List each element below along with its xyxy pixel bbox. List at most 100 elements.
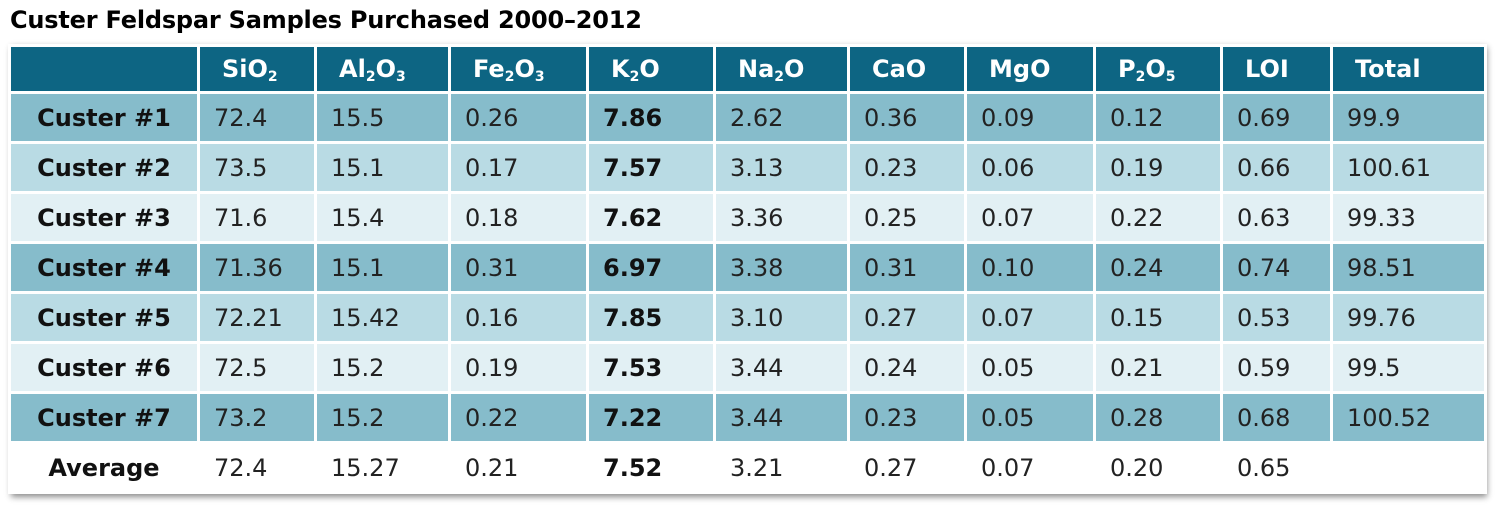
table-cell: 7.86 — [586, 91, 716, 144]
header-text: Na — [738, 55, 775, 83]
column-header: SiO2 — [197, 44, 317, 94]
table-cell: 0.25 — [847, 191, 967, 244]
table-cell: 99.76 — [1330, 291, 1487, 344]
header-subscript: 2 — [1135, 69, 1146, 85]
table-cell: 15.27 — [314, 441, 451, 494]
table-cell: 0.09 — [964, 91, 1096, 144]
header-corner-cell — [8, 44, 200, 94]
table-cell: 0.21 — [448, 441, 589, 494]
table-cell: 99.33 — [1330, 191, 1487, 244]
table-row: Custer #2 73.5 15.1 0.17 7.57 3.13 0.23 0.06 0.1… — [8, 141, 1487, 194]
table-cell: 15.2 — [314, 391, 451, 444]
column-header: Total — [1330, 44, 1487, 94]
table-cell: 0.17 — [448, 141, 589, 194]
table-cell: 3.44 — [713, 391, 850, 444]
average-row: Average 72.4 15.27 0.21 7.52 3.21 0.27 0.07 0.20… — [8, 441, 1487, 494]
table-cell: 0.65 — [1220, 441, 1333, 494]
table-cell: 3.21 — [713, 441, 850, 494]
table-cell: 6.97 — [586, 241, 716, 294]
table-cell: 98.51 — [1330, 241, 1487, 294]
table-cell: 71.6 — [197, 191, 317, 244]
column-header: Na2O — [713, 44, 850, 94]
table-cell: 3.10 — [713, 291, 850, 344]
column-header: P2O5 — [1093, 44, 1223, 94]
row-label: Custer #6 — [8, 341, 200, 394]
row-label: Custer #2 — [8, 141, 200, 194]
header-text: O — [784, 55, 805, 83]
row-label: Custer #3 — [8, 191, 200, 244]
header-subscript: 2 — [774, 69, 785, 85]
column-header: K2O — [586, 44, 716, 94]
table-cell: 0.24 — [1093, 241, 1223, 294]
table-cell: 99.5 — [1330, 341, 1487, 394]
header-text: MgO — [989, 55, 1051, 83]
table-cell — [1330, 441, 1487, 494]
table-cell: 0.53 — [1220, 291, 1333, 344]
table-cell: 0.07 — [964, 441, 1096, 494]
header-subscript: 2 — [267, 69, 278, 85]
header-subscript: 3 — [395, 69, 406, 85]
table-cell: 72.21 — [197, 291, 317, 344]
table-title: Custer Feldspar Samples Purchased 2000–2… — [10, 6, 642, 34]
table-cell: 0.10 — [964, 241, 1096, 294]
table-cell: 15.1 — [314, 241, 451, 294]
header-subscript: 5 — [1165, 69, 1176, 85]
table-cell: 0.12 — [1093, 91, 1223, 144]
table-cell: 0.19 — [448, 341, 589, 394]
table-cell: 0.63 — [1220, 191, 1333, 244]
table-row: Custer #4 71.36 15.1 0.31 6.97 3.38 0.31 0.10 0.… — [8, 241, 1487, 294]
table-cell: 0.69 — [1220, 91, 1333, 144]
table-cell: 3.13 — [713, 141, 850, 194]
column-header: CaO — [847, 44, 967, 94]
table-row: Custer #3 71.6 15.4 0.18 7.62 3.36 0.25 0.07 0.2… — [8, 191, 1487, 244]
table-cell: 0.23 — [847, 141, 967, 194]
table-cell: 7.22 — [586, 391, 716, 444]
table-cell: 15.1 — [314, 141, 451, 194]
table-cell: 0.59 — [1220, 341, 1333, 394]
table-cell: 15.4 — [314, 191, 451, 244]
table-cell: 0.27 — [847, 441, 967, 494]
table-cell: 0.21 — [1093, 341, 1223, 394]
header-text: O — [514, 55, 535, 83]
column-header: Al2O3 — [314, 44, 451, 94]
table-cell: 0.05 — [964, 341, 1096, 394]
header-text: Total — [1355, 55, 1421, 83]
table-cell: 0.07 — [964, 291, 1096, 344]
table-cell: 3.44 — [713, 341, 850, 394]
table-cell: 0.68 — [1220, 391, 1333, 444]
table-cell: 99.9 — [1330, 91, 1487, 144]
header-text: Fe — [473, 55, 505, 83]
table-cell: 100.52 — [1330, 391, 1487, 444]
table-cell: 0.18 — [448, 191, 589, 244]
row-label: Custer #5 — [8, 291, 200, 344]
table-row: Custer #6 72.5 15.2 0.19 7.53 3.44 0.24 0.05 0.2… — [8, 341, 1487, 394]
table-cell: 72.4 — [197, 441, 317, 494]
table-cell: 15.42 — [314, 291, 451, 344]
table-cell: 0.07 — [964, 191, 1096, 244]
table-cell: 0.66 — [1220, 141, 1333, 194]
table-cell: 0.20 — [1093, 441, 1223, 494]
header-row: SiO2 Al2O3 Fe2O3 K2O Na2O CaO MgO P2O5 LOI Total — [8, 44, 1487, 94]
table-row: Custer #1 72.4 15.5 0.26 7.86 2.62 0.36 0.09 0.1… — [8, 91, 1487, 144]
table-row: Custer #7 73.2 15.2 0.22 7.22 3.44 0.23 0.05 0.2… — [8, 391, 1487, 444]
table-cell: 7.57 — [586, 141, 716, 194]
table-cell: 73.2 — [197, 391, 317, 444]
header-text: O — [375, 55, 396, 83]
table-cell: 7.52 — [586, 441, 716, 494]
table-cell: 0.27 — [847, 291, 967, 344]
table-cell: 73.5 — [197, 141, 317, 194]
header-text: K — [611, 55, 630, 83]
table-cell: 0.74 — [1220, 241, 1333, 294]
header-subscript: 2 — [504, 69, 515, 85]
column-header: Fe2O3 — [448, 44, 589, 94]
table-cell: 0.19 — [1093, 141, 1223, 194]
table-cell: 0.31 — [847, 241, 967, 294]
row-label: Custer #4 — [8, 241, 200, 294]
table-cell: 0.06 — [964, 141, 1096, 194]
table-cell: 3.38 — [713, 241, 850, 294]
table-cell: 0.15 — [1093, 291, 1223, 344]
table-body: Custer #1 72.4 15.5 0.26 7.86 2.62 0.36 0.09 0.1… — [8, 91, 1487, 494]
table-cell: 0.28 — [1093, 391, 1223, 444]
table-cell: 0.23 — [847, 391, 967, 444]
row-label: Custer #7 — [8, 391, 200, 444]
